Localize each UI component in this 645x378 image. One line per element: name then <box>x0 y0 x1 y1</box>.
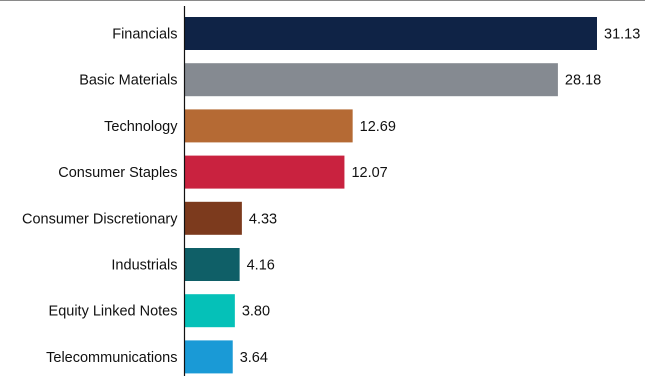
category-label-equity-linked-notes: Equity Linked Notes <box>49 304 178 320</box>
bar-financials <box>184 17 597 50</box>
category-label-industrials: Industrials <box>111 258 177 274</box>
bar-consumer-staples <box>184 155 345 189</box>
category-label-consumer-discretionary: Consumer Discretionary <box>22 211 178 227</box>
category-label-financials: Financials <box>112 27 177 43</box>
value-label-consumer-staples: 12.07 <box>351 165 387 181</box>
value-label-equity-linked-notes: 3.80 <box>242 304 270 320</box>
value-label-industrials: 4.16 <box>247 258 275 274</box>
value-label-financials: 31.13 <box>604 27 640 43</box>
category-label-technology: Technology <box>104 119 178 135</box>
labels-layer: Financials 31.13 Basic Materials 28.18 Techn… <box>22 27 640 366</box>
category-label-consumer-staples: Consumer Staples <box>58 165 177 181</box>
value-label-consumer-discretionary: 4.33 <box>249 211 277 227</box>
bar-industrials <box>184 248 240 281</box>
bar-basic-materials <box>184 63 558 97</box>
bar-technology <box>184 109 353 143</box>
bar-telecommunications <box>184 340 233 374</box>
value-label-telecommunications: 3.64 <box>240 350 268 366</box>
value-label-basic-materials: 28.18 <box>565 73 601 89</box>
category-label-telecommunications: Telecommunications <box>46 350 177 366</box>
value-label-technology: 12.69 <box>360 119 396 135</box>
bars-layer <box>184 17 597 374</box>
bar-consumer-discretionary <box>184 201 242 235</box>
bar-equity-linked-notes <box>184 294 235 328</box>
category-label-basic-materials: Basic Materials <box>79 73 177 89</box>
